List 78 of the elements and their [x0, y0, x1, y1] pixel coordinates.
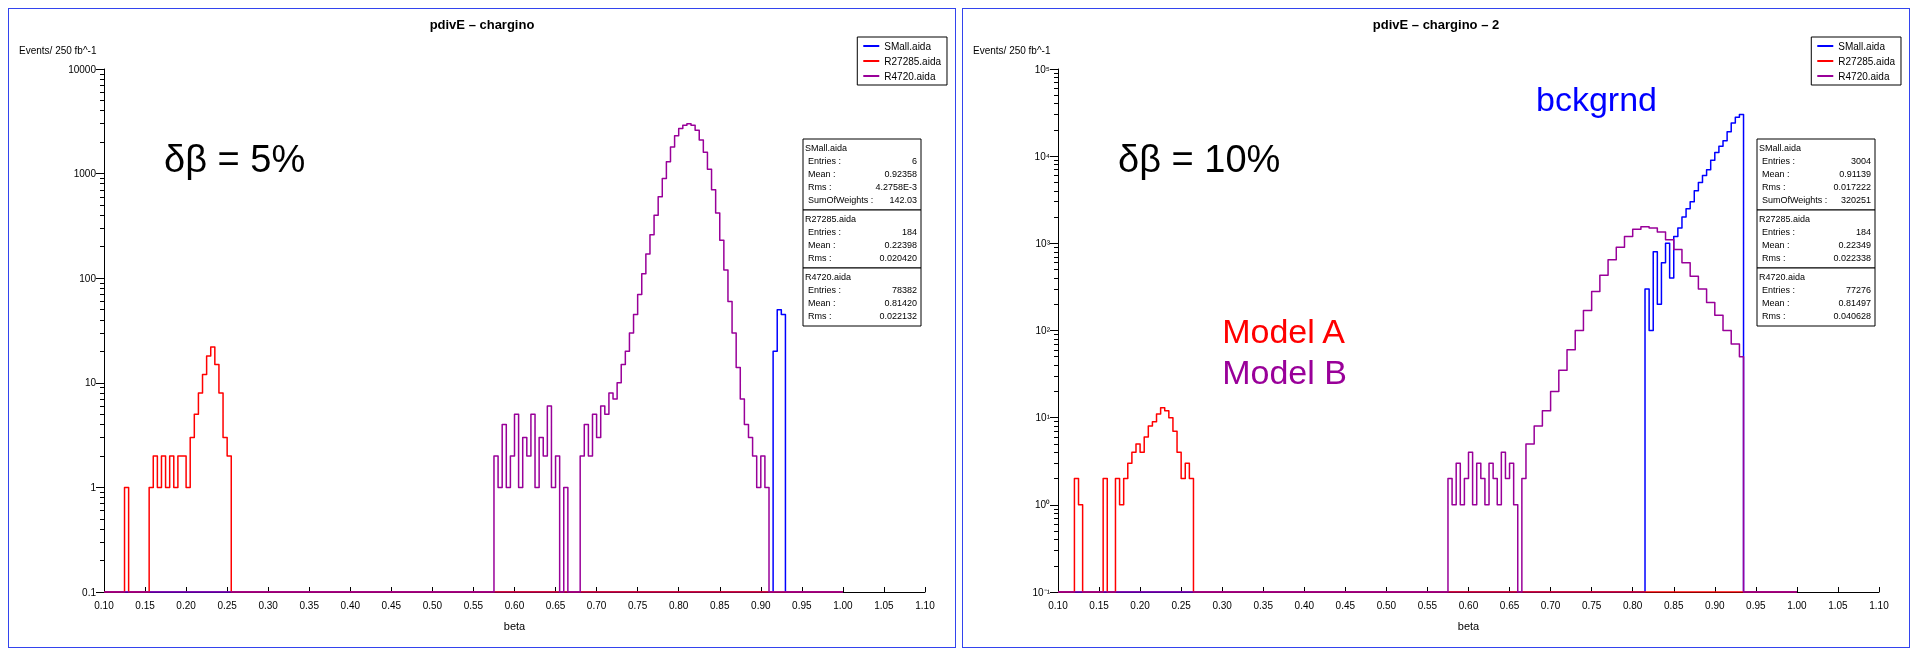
y-tick-label: 0.1: [82, 586, 97, 598]
x-tick-label: 0.60: [504, 599, 525, 611]
y-tick-label: 10⁰: [1034, 499, 1050, 511]
x-tick-label: 0.60: [1458, 599, 1479, 611]
legend-label: SMall.aida: [1838, 40, 1886, 52]
x-tick-label: 0.45: [1335, 599, 1356, 611]
text: SMall.aida Entries : 3004 Mean : 0.91139 Rms : 0.017222 SumOfWeights : 320251: [1759, 142, 1871, 205]
x-tick-label: 0.90: [751, 599, 771, 611]
y-tick-label: 10⁻¹: [1032, 586, 1051, 598]
x-tick-label: 0.55: [1417, 599, 1438, 611]
x-tick-label: 0.30: [258, 599, 279, 611]
x-tick-label: 0.70: [586, 599, 607, 611]
x-tick-label: 1.10: [915, 599, 936, 611]
annotation: Model B: [1222, 353, 1347, 392]
x-tick-label: 0.30: [1212, 599, 1233, 611]
x-tick-label: 0.75: [627, 599, 648, 611]
y-tick-label: 10: [84, 377, 97, 389]
x-tick-label: 0.50: [1376, 599, 1397, 611]
x-tick-label: 0.20: [1130, 599, 1151, 611]
annotation: δβ = 10%: [1118, 138, 1281, 180]
x-tick-label: 0.55: [463, 599, 484, 611]
x-tick-label: 1.00: [833, 599, 854, 611]
y-axis-title: Events/ 250 fb^-1: [973, 44, 1051, 56]
x-tick-label: 0.65: [1499, 599, 1520, 611]
text: R27285.aida Entries : 184 Mean : 0.22398 Rms : 0.020420: [805, 213, 917, 263]
x-tick-label: 1.05: [1828, 599, 1849, 611]
x-tick-label: 1.10: [1869, 599, 1890, 611]
x-axis-title: beta: [503, 619, 527, 632]
x-tick-label: 0.35: [299, 599, 320, 611]
x-tick-label: 0.25: [217, 599, 238, 611]
x-tick-label: 0.10: [1048, 599, 1069, 611]
y-tick-label: 10⁵: [1034, 63, 1050, 75]
x-tick-label: 1.05: [874, 599, 895, 611]
legend-label: R4720.aida: [1838, 70, 1890, 82]
x-tick-label: 0.85: [1664, 599, 1684, 611]
x-tick-label: 0.50: [422, 599, 443, 611]
x-tick-label: 0.85: [710, 599, 730, 611]
x-tick-label: 0.75: [1581, 599, 1602, 611]
y-tick-label: 10⁴: [1034, 150, 1050, 162]
x-tick-label: 0.90: [1705, 599, 1725, 611]
x-tick-label: 0.95: [1746, 599, 1767, 611]
x-tick-label: 0.45: [381, 599, 402, 611]
text: R27285.aida Entries : 184 Mean : 0.22349 Rms : 0.022338: [1759, 213, 1871, 263]
x-tick-label: 0.40: [340, 599, 361, 611]
x-tick-label: 0.35: [1253, 599, 1274, 611]
x-tick-label: 0.70: [1540, 599, 1561, 611]
legend-label: SMall.aida: [884, 40, 932, 52]
x-tick-label: 0.80: [668, 599, 689, 611]
x-tick-label: 0.25: [1171, 599, 1192, 611]
y-tick-label: 10³: [1035, 237, 1051, 249]
y-tick-label: 10²: [1035, 325, 1051, 336]
annotation: Model A: [1222, 311, 1346, 350]
text: R4720.aida Entries : 77276 Mean : 0.81497 Rms : 0.040628: [1759, 271, 1871, 321]
y-tick-label: 10¹: [1035, 412, 1051, 424]
legend-label: R4720.aida: [884, 70, 936, 82]
annotation: δβ = 5%: [164, 138, 306, 180]
y-tick-label: 10000: [68, 63, 97, 75]
x-tick-label: 0.15: [1089, 599, 1110, 611]
y-axis-title: Events/ 250 fb^-1: [19, 44, 97, 56]
x-tick-label: 0.20: [176, 599, 197, 611]
annotation: bckgrnd: [1536, 80, 1657, 118]
x-tick-label: 0.80: [1622, 599, 1643, 611]
x-tick-label: 1.00: [1787, 599, 1808, 611]
text: SMall.aida Entries : 6 Mean : 0.92358 Rms : 4.2758E-3 SumOfWeights : 142.03: [805, 142, 917, 205]
y-tick-label: 100: [79, 272, 97, 284]
y-tick-label: 1000: [73, 168, 97, 180]
legend-label: R27285.aida: [884, 55, 942, 67]
y-tick-label: 1: [90, 481, 97, 493]
x-tick-label: 0.65: [545, 599, 566, 611]
x-tick-label: 0.10: [94, 599, 115, 611]
x-axis-title: beta: [1457, 619, 1481, 632]
text: R4720.aida Entries : 78382 Mean : 0.81420 Rms : 0.022132: [805, 271, 917, 321]
chart-title: pdivE – chargino: [429, 17, 535, 32]
x-tick-label: 0.15: [135, 599, 156, 611]
chart-title: pdivE – chargino – 2: [1372, 17, 1500, 32]
legend-label: R27285.aida: [1838, 55, 1896, 67]
x-tick-label: 0.40: [1294, 599, 1315, 611]
x-tick-label: 0.95: [792, 599, 813, 611]
